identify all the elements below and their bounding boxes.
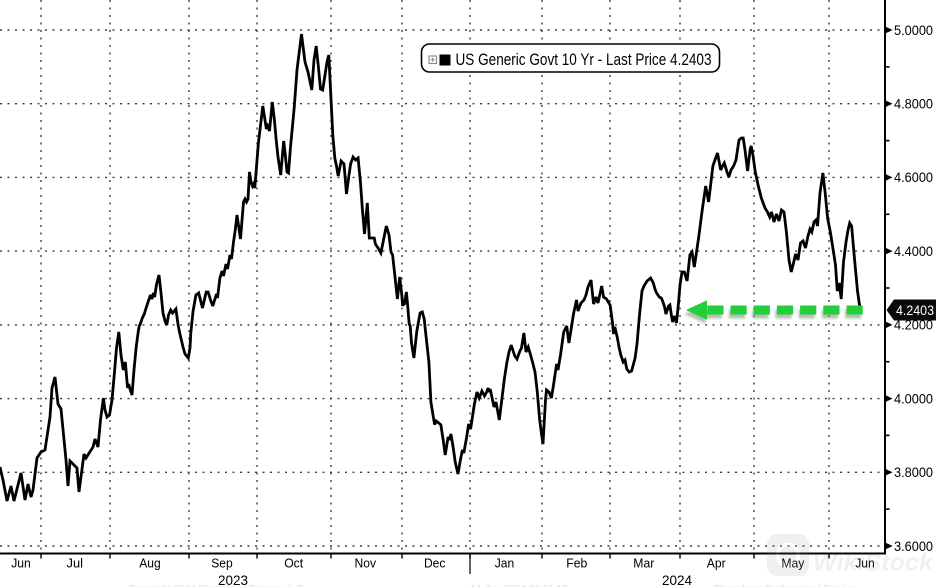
svg-text:14-Jun-2024 06:51:13: 14-Jun-2024 06:51:13 bbox=[470, 584, 568, 587]
svg-text:4.8000: 4.8000 bbox=[894, 97, 933, 112]
svg-text:Jan: Jan bbox=[495, 556, 515, 571]
svg-text:US Generic Govt 10 Yr - Last P: US Generic Govt 10 Yr - Last Price 4.240… bbox=[456, 50, 712, 69]
svg-text:4.4000: 4.4000 bbox=[894, 244, 933, 259]
svg-text:Oct: Oct bbox=[284, 556, 303, 571]
svg-text:Aug: Aug bbox=[139, 556, 161, 571]
svg-text:3.8000: 3.8000 bbox=[894, 465, 933, 480]
svg-text:Copyright 2024 Bloomberg Finan: Copyright 2024 Bloomberg Finance L.P. bbox=[128, 584, 305, 587]
svg-text:4.6000: 4.6000 bbox=[894, 170, 933, 185]
svg-text:Apr: Apr bbox=[707, 556, 726, 571]
svg-text:4.0000: 4.0000 bbox=[894, 391, 933, 406]
svg-text:Mar: Mar bbox=[633, 556, 655, 571]
svg-text:Jul: Jul bbox=[67, 556, 84, 571]
svg-text:5.0000: 5.0000 bbox=[894, 23, 933, 38]
svg-text:3.6000: 3.6000 bbox=[894, 539, 933, 554]
svg-text:May: May bbox=[781, 556, 804, 571]
svg-text:Bloomberg Professional Service: Bloomberg Professional Service bbox=[714, 584, 857, 587]
svg-text:Sep: Sep bbox=[211, 556, 233, 571]
svg-text:Jun: Jun bbox=[11, 556, 31, 571]
svg-text:Dec: Dec bbox=[424, 556, 446, 571]
svg-text:4.2000: 4.2000 bbox=[894, 318, 933, 333]
svg-text:2023: 2023 bbox=[218, 572, 248, 587]
svg-text:2024: 2024 bbox=[662, 572, 692, 587]
svg-text:4.2403: 4.2403 bbox=[896, 303, 934, 318]
svg-text:Jun: Jun bbox=[855, 556, 875, 571]
svg-text:Feb: Feb bbox=[566, 556, 587, 571]
svg-text:WikiStock: WikiStock bbox=[813, 550, 934, 577]
svg-text:Nov: Nov bbox=[355, 556, 377, 571]
